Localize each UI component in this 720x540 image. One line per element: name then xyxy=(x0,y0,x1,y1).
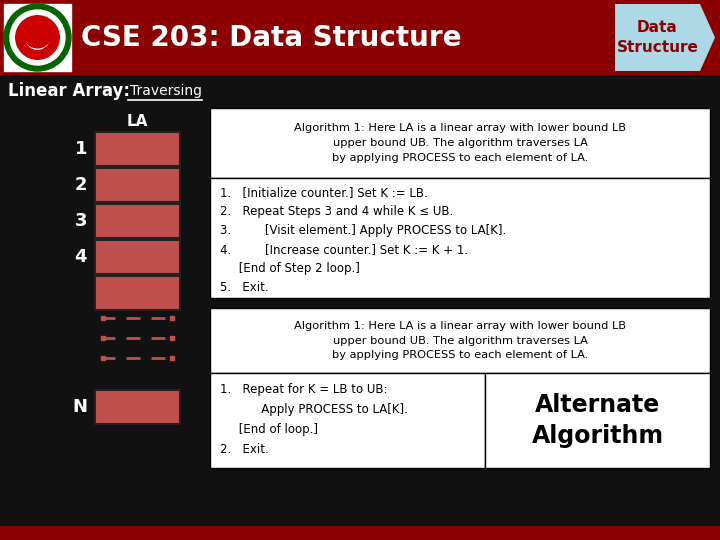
Text: LA: LA xyxy=(127,114,148,129)
Text: 1.   Repeat for K = LB to UB:
           Apply PROCESS to LA[K].
     [End of lo: 1. Repeat for K = LB to UB: Apply PROCES… xyxy=(220,383,408,456)
Text: N: N xyxy=(72,398,87,416)
Bar xyxy=(0,0,720,75)
Bar xyxy=(95,168,180,202)
Bar xyxy=(0,526,720,540)
Circle shape xyxy=(10,10,65,65)
Text: Algorithm 1: Here LA is a linear array with lower bound LB
upper bound UB. The a: Algorithm 1: Here LA is a linear array w… xyxy=(294,123,626,163)
Text: 3: 3 xyxy=(74,212,87,230)
Text: Alternate
Algorithm: Alternate Algorithm xyxy=(531,393,664,448)
Circle shape xyxy=(26,26,49,49)
Text: Data
Structure: Data Structure xyxy=(616,20,698,55)
Bar xyxy=(95,390,180,424)
Circle shape xyxy=(16,16,59,59)
Text: 1.   [Initialize counter.] Set K := LB.
2.   Repeat Steps 3 and 4 while K ≤ UB.
: 1. [Initialize counter.] Set K := LB. 2.… xyxy=(220,186,506,294)
Polygon shape xyxy=(615,4,715,71)
Bar xyxy=(4,4,71,71)
Text: 1: 1 xyxy=(74,140,87,158)
Text: Traversing: Traversing xyxy=(130,84,202,98)
Bar xyxy=(95,240,180,274)
Bar xyxy=(95,204,180,238)
Text: CSE 203: Data Structure: CSE 203: Data Structure xyxy=(81,24,462,51)
Bar xyxy=(95,132,180,166)
Circle shape xyxy=(4,4,71,71)
Bar xyxy=(210,308,710,373)
Bar xyxy=(210,373,485,468)
Text: 2: 2 xyxy=(74,176,87,194)
Circle shape xyxy=(24,21,51,48)
Bar xyxy=(210,178,710,298)
Bar xyxy=(485,373,710,468)
Bar xyxy=(95,276,180,310)
Bar xyxy=(210,108,710,178)
Text: 4: 4 xyxy=(74,248,87,266)
Text: Algorithm 1: Here LA is a linear array with lower bound LB
upper bound UB. The a: Algorithm 1: Here LA is a linear array w… xyxy=(294,321,626,360)
Text: Linear Array:: Linear Array: xyxy=(8,82,130,100)
